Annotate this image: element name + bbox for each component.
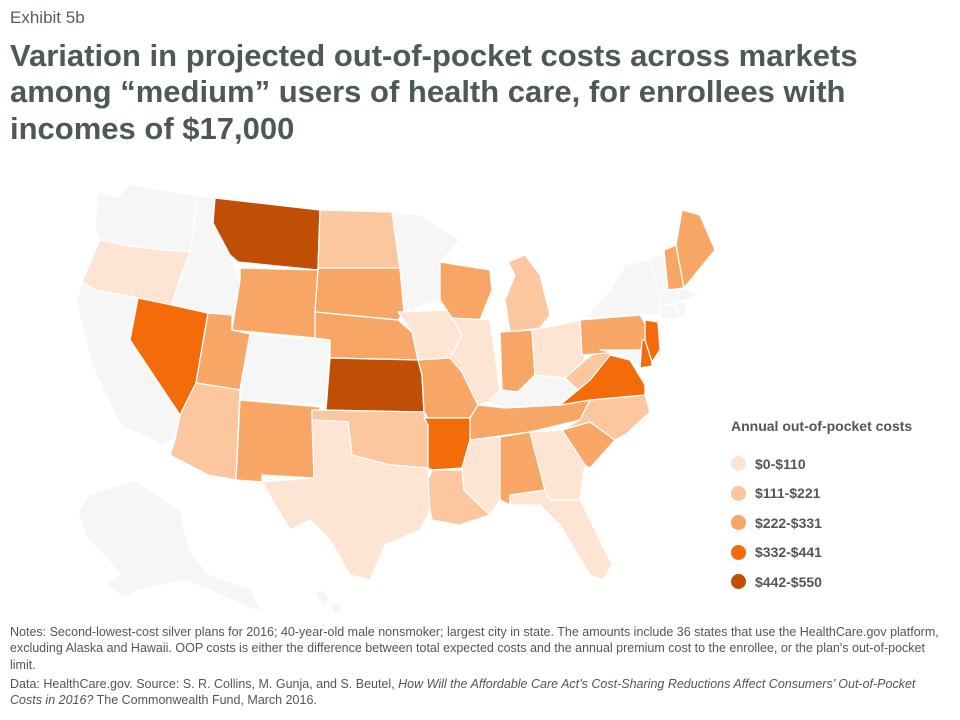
state-nj[interactable] xyxy=(644,319,661,363)
state-ri[interactable] xyxy=(675,301,687,319)
legend-swatch xyxy=(731,485,746,501)
state-ma[interactable] xyxy=(657,287,701,306)
exhibit-label: Exhibit 5b xyxy=(10,8,85,27)
state-md[interactable] xyxy=(599,349,643,369)
data-source-suffix: The Commonwealth Fund, March 2016. xyxy=(93,693,317,707)
report-title: How Will the Affordable Care Act’s Cost-… xyxy=(10,676,916,707)
legend-item: $111-$221 xyxy=(731,479,951,509)
legend-label: $0-$110 xyxy=(755,455,806,472)
state-ak[interactable] xyxy=(77,479,343,615)
state-wi[interactable] xyxy=(439,261,493,321)
legend-label: $442-$550 xyxy=(755,573,822,590)
legend-swatch xyxy=(731,515,746,531)
state-wv[interactable] xyxy=(564,349,613,391)
state-tx[interactable] xyxy=(261,419,431,581)
chart-title: Variation in projected out-of-pocket cos… xyxy=(10,38,858,146)
legend-title: Annual out-of-pocket costs xyxy=(731,418,913,434)
state-pa[interactable] xyxy=(579,314,649,356)
map-legend: Annual out-of-pocket costs $0-$110 $111-… xyxy=(731,418,951,597)
state-nm[interactable] xyxy=(235,399,321,483)
state-sd[interactable] xyxy=(314,267,405,321)
state-wy[interactable] xyxy=(231,267,319,339)
footnotes: Notes: Second-lowest-cost silver plans f… xyxy=(10,624,940,708)
legend-item: $222-$331 xyxy=(731,508,951,538)
legend-swatch xyxy=(731,574,746,590)
state-me[interactable] xyxy=(675,209,716,289)
notes-text: Notes: Second-lowest-cost silver plans f… xyxy=(10,625,939,672)
state-fl[interactable] xyxy=(509,489,613,581)
legend-item: $442-$550 xyxy=(731,567,951,597)
legend-swatch xyxy=(731,456,746,472)
legend-item: $0-$110 xyxy=(731,449,951,479)
legend-item: $332-$441 xyxy=(731,538,951,568)
legend-label: $222-$331 xyxy=(755,514,822,531)
data-source-prefix: Data: HealthCare.gov. Source: S. R. Coll… xyxy=(10,676,399,691)
legend-swatch xyxy=(731,544,746,560)
data-source: Data: HealthCare.gov. Source: S. R. Coll… xyxy=(10,676,940,709)
state-mi[interactable] xyxy=(504,254,551,333)
state-ks[interactable] xyxy=(325,357,425,413)
us-map xyxy=(75,183,716,615)
state-nd[interactable] xyxy=(317,209,401,269)
legend-label: $332-$441 xyxy=(755,544,822,561)
state-ct[interactable] xyxy=(659,304,679,321)
state-co[interactable] xyxy=(239,333,331,406)
legend-label: $111-$221 xyxy=(755,485,821,502)
